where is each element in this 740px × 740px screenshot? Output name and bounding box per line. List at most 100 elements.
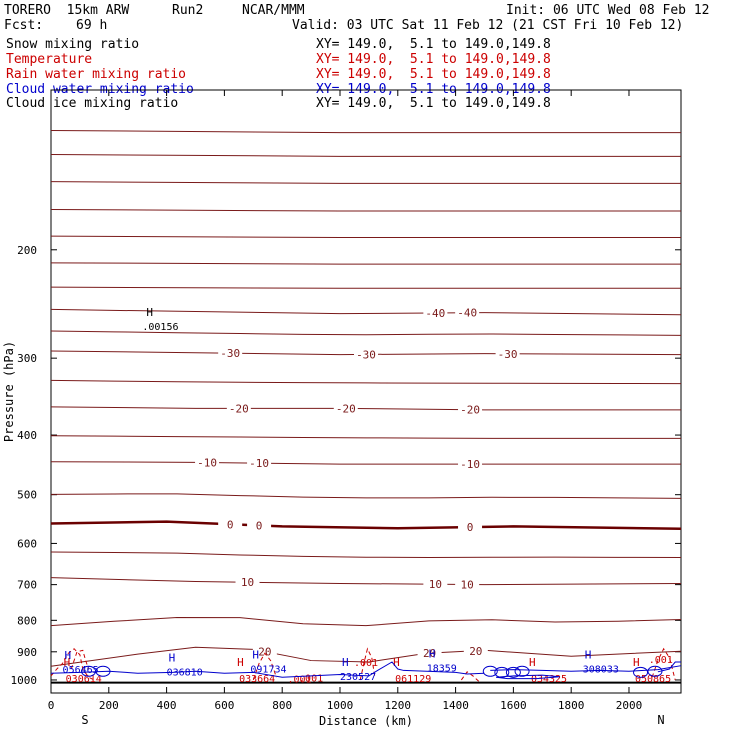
cloud-water-contour <box>490 665 682 672</box>
model-title: TORERO 15km ARW <box>4 3 130 18</box>
isotherm-label: -10 <box>249 457 269 470</box>
plot-frame <box>50 89 682 694</box>
cloud-max-marker: H <box>252 648 259 661</box>
isotherm-label-bg <box>235 576 260 589</box>
isotherm-line <box>50 406 681 411</box>
cloud-water-cell <box>482 665 498 677</box>
fcst-label: Fcst: <box>4 18 44 33</box>
x-tick-label: 1000 <box>327 699 354 712</box>
isotherm-label-bg <box>247 519 272 532</box>
isotherm-line <box>50 616 682 627</box>
cloud-water-cell <box>505 666 521 678</box>
isotherm-label: -10 <box>197 456 217 469</box>
isotherm-label-bg <box>458 521 483 534</box>
isotherm-label-bg <box>417 647 442 660</box>
isotherm-line <box>50 153 681 157</box>
cloud-water-cell <box>494 666 510 678</box>
isotherm-label-bg <box>423 578 448 591</box>
isotherm-label: -30 <box>220 347 240 360</box>
rain-max-value: 061129 <box>395 674 431 685</box>
isotherm-line <box>50 330 682 336</box>
y-tick-label: 700 <box>17 579 37 592</box>
isotherm-label: 10 <box>241 576 254 589</box>
fcst-value: 69 h <box>76 18 108 33</box>
isotherm-label: -30 <box>356 348 376 361</box>
cloud-max-value: 230527 <box>340 672 376 683</box>
y-tick-label: 300 <box>17 352 37 365</box>
isotherm-line <box>50 461 681 465</box>
isotherm-line <box>50 208 681 212</box>
legend-field: Temperature <box>6 52 93 67</box>
isotherm-label: 10 <box>429 578 442 591</box>
isotherm-label: 20 <box>258 646 271 659</box>
run-label: Run2 <box>172 3 204 18</box>
x-axis-label: Distance (km) <box>319 714 413 728</box>
isotherm-label-bg <box>226 402 251 415</box>
isotherm-line <box>50 493 682 499</box>
rain-max-value: 050865 <box>635 674 671 685</box>
x-tick-label: 2000 <box>616 699 643 712</box>
isotherm-line <box>50 551 682 559</box>
isotherm-line <box>50 520 682 531</box>
y-tick-label: 500 <box>17 489 37 502</box>
isotherm-label-bg <box>495 347 520 360</box>
cloud-max-value: 056465 <box>63 665 99 676</box>
cloud-water-contour <box>495 674 560 680</box>
rain-max-marker: H <box>393 656 400 669</box>
isotherm-label-bg <box>252 645 277 658</box>
x-tick-label: 800 <box>272 699 292 712</box>
x-tick-label: 400 <box>157 699 177 712</box>
rain-water-contour <box>651 647 676 681</box>
isotherm-label: -20 <box>336 402 356 415</box>
init-time: Init: 06 UTC Wed 08 Feb 12 <box>506 3 710 18</box>
isotherm-line <box>50 646 682 667</box>
snow-max-marker: H <box>146 306 153 319</box>
isotherm-line <box>50 379 682 385</box>
isotherm-label: 0 <box>227 518 234 531</box>
cloud-max-value: 308033 <box>583 664 619 675</box>
x-tick-label: 600 <box>214 699 234 712</box>
isotherm-line <box>50 262 681 265</box>
isotherm-label-bg <box>195 456 220 469</box>
rain-water-contour <box>460 671 480 682</box>
y-tick-label: 400 <box>17 429 37 442</box>
cloud-water-contour <box>50 661 485 678</box>
snow-max-value: .00156 <box>142 322 178 333</box>
cloud-max-value: 036810 <box>167 667 203 678</box>
cloud-max-marker: H <box>585 648 592 661</box>
y-tick-label: 900 <box>17 646 37 659</box>
cloud-water-cell <box>647 665 663 677</box>
legend-xy: XY= 149.0, 5.1 to 149.0,149.8 <box>316 37 551 52</box>
rain-max-marker: H <box>64 656 71 669</box>
cloud-max-value: 18359 <box>427 664 457 675</box>
rain-max-value: 030614 <box>66 674 102 685</box>
x-end-label-right: N <box>657 713 664 727</box>
rain-water-contour <box>359 647 376 681</box>
x-end-label-left: S <box>81 713 88 727</box>
rain-water-contour <box>252 652 277 681</box>
isotherm-label: 0 <box>467 521 474 534</box>
cloud-max-marker: H <box>169 651 176 664</box>
isotherm-line <box>50 130 681 134</box>
x-tick-label: 1800 <box>558 699 585 712</box>
isotherm-label: -40 <box>457 307 477 320</box>
y-axis-label: Pressure (hPa) <box>2 341 16 442</box>
isotherm-line <box>50 308 682 316</box>
legend-field: Rain water mixing ratio <box>6 67 187 82</box>
x-tick-label: 1200 <box>385 699 412 712</box>
org-label: NCAR/MMM <box>242 3 305 18</box>
isotherm-label-bg <box>218 518 243 531</box>
isotherm-label: 10 <box>461 578 474 591</box>
y-tick-label: 1000 <box>11 674 38 687</box>
rain-water-label: .001 <box>649 655 673 666</box>
cloud-max-marker: H <box>429 648 436 661</box>
isotherm-label-bg <box>333 402 358 415</box>
isotherm-label-bg <box>354 348 378 361</box>
isotherm-label: -40 <box>425 307 445 320</box>
isotherm-label: -30 <box>498 348 518 361</box>
isotherm-label-bg <box>463 644 488 657</box>
x-tick-label: 1600 <box>500 699 527 712</box>
isotherm-line <box>50 235 681 238</box>
isotherm-label: 20 <box>423 647 436 660</box>
